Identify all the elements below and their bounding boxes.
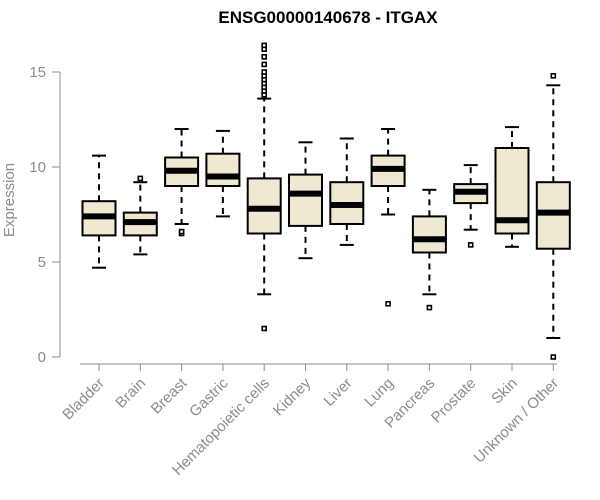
box-hematopoietic-cells — [246, 42, 282, 332]
outlier-point — [178, 228, 185, 235]
outlier-point — [137, 175, 144, 182]
x-tick-label-prostate: Prostate — [428, 375, 480, 427]
box-breast — [164, 128, 200, 237]
box-kidney — [288, 141, 323, 260]
x-tick-label-kidney: Kidney — [270, 374, 315, 419]
box-brain — [122, 175, 158, 256]
box-prostate — [453, 164, 489, 248]
iqr-box — [411, 215, 447, 254]
box-lung — [370, 128, 406, 307]
outlier-point — [550, 354, 557, 360]
x-tick-label-brain: Brain — [112, 375, 149, 412]
outlier-point — [550, 73, 557, 79]
x-tick-label-bladder: Bladder — [59, 375, 108, 424]
iqr-box — [288, 173, 323, 227]
outlier-point — [261, 61, 268, 68]
y-tick-label-0: 0 — [38, 349, 46, 366]
outlier-point — [426, 304, 433, 311]
box-unknown-other — [535, 73, 571, 360]
outlier-point — [261, 42, 268, 49]
x-tick-label-liver: Liver — [321, 375, 356, 410]
y-tick-label-5: 5 — [38, 254, 46, 271]
outlier-point — [385, 300, 391, 307]
y-ticks: 0 5 10 15 — [29, 64, 60, 366]
boxes — [81, 42, 571, 360]
outlier-point — [261, 53, 268, 60]
y-tick-label-15: 15 — [29, 64, 46, 81]
y-axis-label: Expression — [1, 163, 18, 237]
box-bladder — [81, 154, 117, 269]
x-tick-label-skin: Skin — [488, 375, 521, 408]
outlier-point — [261, 325, 268, 332]
outlier-point — [467, 242, 474, 248]
y-tick-label-10: 10 — [29, 159, 46, 176]
outlier-point — [261, 69, 268, 75]
box-skin — [494, 126, 530, 248]
box-liver — [329, 137, 365, 246]
box-pancreas — [411, 188, 447, 311]
x-tick-label-breast: Breast — [148, 374, 191, 417]
chart-title: ENSG00000140678 - ITGAX — [218, 8, 438, 27]
iqr-box — [205, 152, 241, 187]
box-gastric — [205, 129, 241, 218]
x-tick-label-lung: Lung — [361, 375, 397, 411]
